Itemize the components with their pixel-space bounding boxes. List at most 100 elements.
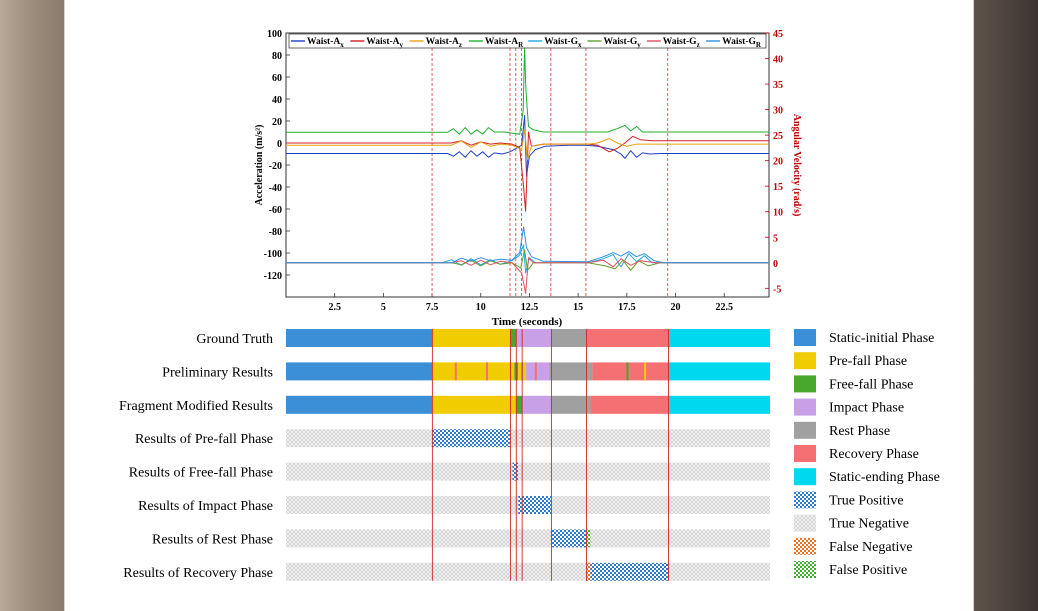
timeline-segment [286, 496, 519, 514]
x-tick-label: 17.5 [618, 302, 636, 313]
timeline-segment [590, 395, 669, 414]
timeline-segment [590, 529, 770, 548]
legend-label: Waist-Gz [663, 37, 700, 49]
timeline-marker [454, 362, 457, 381]
timeline-segment [592, 362, 669, 381]
timeline-row-label: Preliminary Results [162, 365, 273, 380]
timeline-segment [586, 562, 591, 581]
timeline-legend-label: Static-ending Phase [829, 470, 940, 485]
timeline-segment [522, 395, 552, 414]
timeline-segment [526, 362, 550, 381]
left-axis-ticks: 100 80 60 40 20 0 -20 -40 -60 -80 -100 -120 [264, 29, 290, 282]
timeline-marker [534, 362, 537, 381]
timeline-segment [590, 562, 669, 581]
series-line [286, 257, 769, 294]
phase-boundary-lines [431, 33, 669, 297]
left-tick-label: -20 [269, 161, 282, 172]
timeline-segment [668, 562, 770, 581]
legend-label: Waist-Gy [604, 37, 642, 49]
left-divider [64, 0, 65, 611]
left-tick-label: 60 [272, 73, 282, 84]
timeline-segment [510, 429, 770, 448]
timeline-legend-label: Free-fall Phase [829, 377, 913, 392]
x-tick-label: 20 [671, 302, 681, 313]
timeline-legend-swatch [794, 445, 816, 462]
right-tick-label: 35 [773, 80, 783, 91]
left-tick-label: -80 [269, 227, 282, 238]
timeline-segment [286, 395, 433, 414]
timeline-row-label: Results of Recovery Phase [123, 566, 273, 581]
x-tick-label: 22.5 [715, 302, 733, 313]
timeline-segment [286, 562, 587, 581]
timeline-legend-label: True Negative [829, 517, 909, 532]
legend-label: Waist-GR [722, 37, 762, 49]
x-tick-label: 10 [476, 302, 486, 313]
timeline-boundary-lines [431, 329, 669, 581]
right-tick-label: 10 [773, 208, 783, 219]
timeline-legend-swatch [794, 468, 816, 486]
right-axis-ticks: 45 40 35 30 25 20 15 10 5 0 -5 [765, 29, 783, 295]
timeline-segment [551, 529, 587, 548]
right-tick-label: 15 [773, 182, 783, 193]
timeline-segment [551, 496, 770, 514]
timeline-segment [512, 462, 519, 481]
timeline-segment [516, 329, 523, 347]
right-tick-label: 40 [773, 55, 783, 66]
legend-label: Waist-AR [485, 37, 524, 49]
legend-label: Waist-Ay [366, 37, 403, 49]
series-line [286, 129, 769, 160]
timeline-legend-swatch [794, 352, 816, 370]
timeline-segment [510, 329, 517, 347]
legend-label: Waist-Ax [307, 37, 344, 49]
timeline-segment [432, 395, 517, 414]
timeline-segment [586, 529, 591, 548]
timeline-segment [286, 462, 513, 481]
legend-label: Waist-Az [426, 37, 462, 49]
timeline-legend-swatch [794, 514, 816, 532]
timeline-row-label: Results of Rest Phase [152, 532, 273, 547]
timeline-segment [432, 429, 511, 448]
y-axis-label-right: Angular Velocity (rad/s) [791, 114, 802, 217]
timeline-rows: Ground Truth Preliminary Results Fragment … [119, 329, 770, 581]
left-tick-label: 100 [267, 29, 282, 40]
timeline-legend-swatch [794, 561, 816, 578]
timeline-legend-label: Static-initial Phase [829, 331, 934, 346]
timeline-segment [668, 395, 770, 414]
x-axis-label: Time (seconds) [492, 316, 563, 328]
right-divider [973, 0, 974, 611]
timeline-segment [286, 329, 433, 347]
chart-legend-box [288, 33, 767, 49]
timeline-row-label: Fragment Modified Results [119, 399, 273, 414]
timeline-legend: Static-initial Phase Pre-fall Phase Free-f… [794, 329, 940, 578]
timeline-segment [516, 395, 523, 414]
timeline-segment [518, 496, 552, 514]
timeline-legend-swatch [794, 329, 816, 346]
left-side-panel [0, 0, 64, 611]
timeline-row-label: Results of Impact Phase [138, 499, 273, 514]
timeline-segment [522, 329, 552, 347]
left-tick-label: -120 [264, 271, 282, 282]
left-tick-label: 20 [272, 117, 282, 128]
timeline-legend-swatch [794, 375, 816, 393]
timeline-legend-label: Rest Phase [829, 424, 890, 439]
timeline-marker [626, 362, 629, 381]
right-tick-label: 25 [773, 131, 783, 142]
right-tick-label: 45 [773, 29, 783, 40]
right-tick-label: 20 [773, 157, 783, 168]
x-axis-ticks: 2.5 5 7.5 10 12.5 15 17.5 20 22.5 [328, 293, 733, 313]
timeline-legend-swatch [794, 398, 816, 416]
timeline-segment [551, 395, 591, 414]
left-tick-label: 0 [277, 139, 282, 150]
right-tick-label: 0 [773, 259, 778, 270]
x-tick-label: 2.5 [328, 302, 341, 313]
timeline-segment [286, 362, 433, 381]
timeline-row-label: Results of Free-fall Phase [129, 466, 273, 481]
timeline-legend-label: False Negative [829, 540, 913, 555]
timeline-legend-label: False Positive [829, 563, 907, 578]
timeline-legend-label: True Positive [829, 493, 904, 508]
timeline-segment [668, 362, 770, 381]
timeline-legend-swatch [794, 421, 816, 439]
timeline-segment [586, 329, 669, 347]
chart-legend: Waist-Ax Waist-Ay Waist-Az Waist-AR Waist-Gx… [288, 33, 767, 49]
right-tick-label: -5 [773, 284, 781, 295]
